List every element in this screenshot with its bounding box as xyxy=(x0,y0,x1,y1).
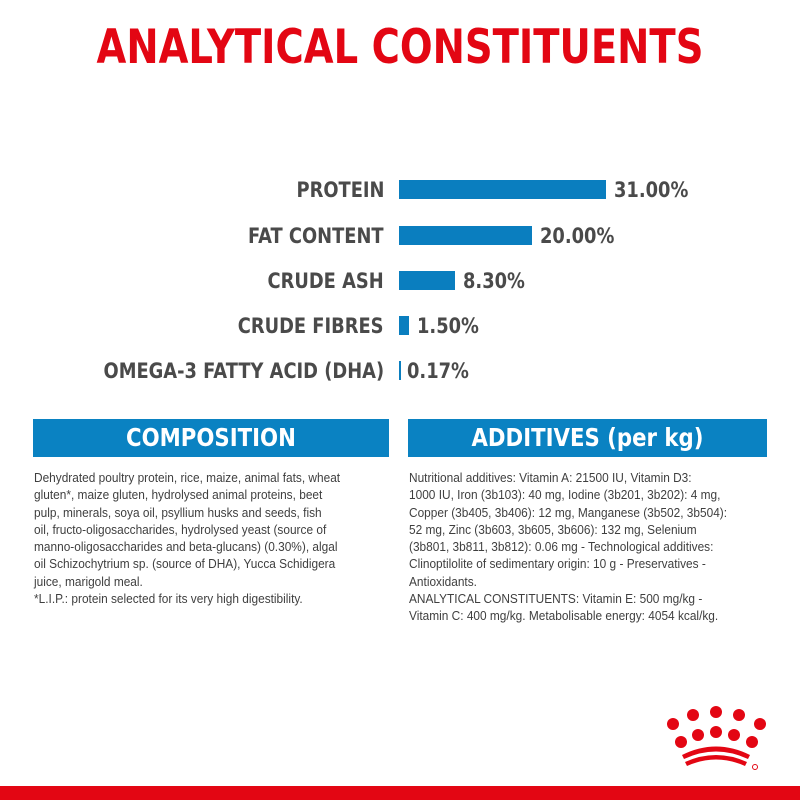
additives-line: Copper (3b405, 3b406): 12 mg, Manganese … xyxy=(409,504,728,520)
composition-line: Dehydrated poultry protein, rice, maize,… xyxy=(34,470,341,485)
chart-row-omega-3: OMEGA-3 FATTY ACID (DHA) 0.17% xyxy=(0,359,800,383)
bar-label: PROTEIN xyxy=(296,178,384,202)
bar-label: CRUDE ASH xyxy=(267,269,384,293)
bar-protein xyxy=(399,180,606,199)
additives-line: Vitamin C: 400 mg/kg. Metabolisable ener… xyxy=(409,608,719,624)
composition-text: Dehydrated poultry protein, rice, maize,… xyxy=(34,469,385,607)
additives-text: Nutritional additives: Vitamin A: 21500 … xyxy=(409,469,769,625)
composition-line: pulp, minerals, soya oil, psyllium husks… xyxy=(34,504,322,520)
chart-row-fat-content: FAT CONTENT 20.00% xyxy=(0,224,800,248)
bar-crude-ash xyxy=(399,271,455,290)
bar-label: FAT CONTENT xyxy=(248,224,384,248)
composition-line: oil Schizochytrium sp. (source of DHA), … xyxy=(34,556,336,572)
additives-header: ADDITIVES (per kg) xyxy=(408,419,767,457)
bar-value: 0.17% xyxy=(407,359,469,383)
bar-crude-fibres xyxy=(399,316,409,335)
bar-value: 20.00% xyxy=(540,224,615,248)
crown-logo-icon xyxy=(666,700,786,780)
additives-line: Clinoptilolite of sedimentary origin: 10… xyxy=(409,556,706,572)
additives-line: ANALYTICAL CONSTITUENTS: Vitamin E: 500 … xyxy=(409,591,703,607)
bar-value: 31.00% xyxy=(614,178,689,202)
additives-heading: ADDITIVES (per kg) xyxy=(471,423,704,452)
bar-omega-3 xyxy=(399,361,401,380)
bar-label: CRUDE FIBRES xyxy=(238,314,384,338)
composition-header: COMPOSITION xyxy=(33,419,389,457)
footer-red-bar xyxy=(0,786,800,800)
bar-fat-content xyxy=(399,226,532,245)
composition-footnote: *L.I.P.: protein selected for its very h… xyxy=(34,591,303,607)
composition-line: manno-oligosaccharides and beta-glucans)… xyxy=(34,539,338,555)
composition-line: gluten*, maize gluten, hydrolysed animal… xyxy=(34,487,323,503)
composition-heading: COMPOSITION xyxy=(126,423,296,452)
additives-line: Nutritional additives: Vitamin A: 21500 … xyxy=(409,470,692,485)
chart-row-crude-ash: CRUDE ASH 8.30% xyxy=(0,269,800,293)
chart-row-protein: PROTEIN 31.00% xyxy=(0,178,800,202)
page-title: ANALYTICAL CONSTITUENTS xyxy=(96,20,704,75)
composition-line: oil, fructo-oligosaccharides, hydrolysed… xyxy=(34,521,327,537)
chart-row-crude-fibres: CRUDE FIBRES 1.50% xyxy=(0,314,800,338)
additives-line: 52 mg, Zinc (3b603, 3b605, 3b606): 132 m… xyxy=(409,521,697,537)
bar-label: OMEGA-3 FATTY ACID (DHA) xyxy=(103,359,384,383)
additives-line: Antioxidants. xyxy=(409,573,477,589)
bar-value: 1.50% xyxy=(417,314,479,338)
composition-line: juice, marigold meal. xyxy=(34,573,143,589)
additives-line: (3b801, 3b811, 3b812): 0.06 mg - Technol… xyxy=(409,539,714,555)
additives-line: 1000 IU, Iron (3b103): 40 mg, Iodine (3b… xyxy=(409,487,721,503)
constituents-bar-chart: PROTEIN 31.00% FAT CONTENT 20.00% CRUDE … xyxy=(0,178,800,383)
bar-value: 8.30% xyxy=(463,269,525,293)
